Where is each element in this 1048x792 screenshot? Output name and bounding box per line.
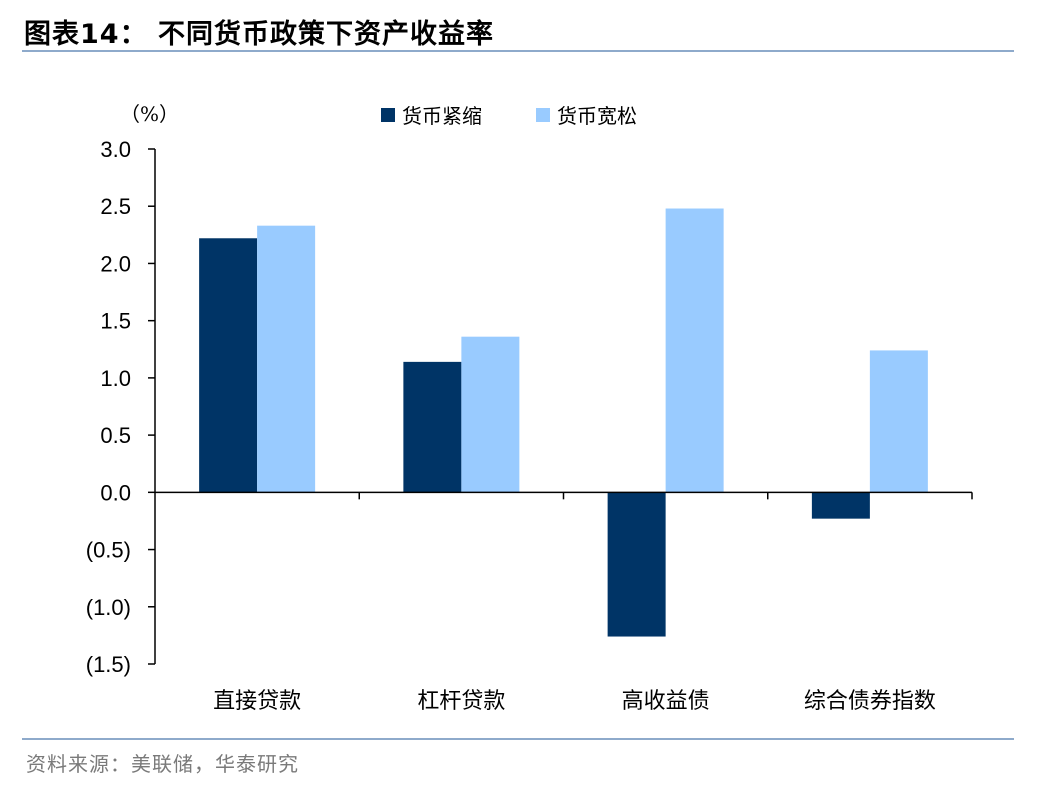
bar-tightening-2: [607, 492, 666, 637]
bar-tightening-3: [811, 492, 870, 519]
y-tick-label: 0.5: [100, 423, 131, 448]
y-tick-label: 1.0: [100, 366, 131, 391]
bars: [199, 208, 928, 637]
y-tick-label: 0.0: [100, 480, 131, 505]
y-tick-label: 3.0: [100, 137, 131, 162]
x-axis: 直接贷款 杠杆贷款 高收益债 综合债券指数: [155, 491, 973, 714]
y-axis: 3.0 2.5 2.0 1.5 1.0 0.5 0.0 (0.5) (1.0) (1.5): [86, 137, 156, 677]
y-tick-label: (0.5): [86, 538, 131, 563]
legend: 货币紧缩 货币宽松: [381, 104, 637, 128]
y-tick-label: 2.5: [100, 194, 131, 219]
y-tick-label: 2.0: [100, 251, 131, 276]
legend-swatch-tightening: [381, 108, 395, 122]
category-label: 杠杆贷款: [417, 689, 505, 714]
bar-easing-3: [869, 350, 928, 493]
footer-divider: [22, 738, 1014, 740]
y-tick-label: (1.5): [86, 652, 131, 677]
figure-title: 图表14： 不同货币政策下资产收益率: [24, 19, 494, 50]
y-axis-unit-label: （%）: [120, 102, 179, 126]
y-tick-label: 1.5: [100, 309, 131, 334]
category-label: 综合债券指数: [804, 689, 936, 714]
category-label: 直接贷款: [213, 689, 301, 714]
bar-easing-1: [461, 336, 520, 493]
category-label: 高收益债: [622, 689, 710, 714]
legend-swatch-easing: [536, 108, 550, 122]
bar-easing-0: [257, 225, 316, 493]
bar-tightening-0: [199, 238, 258, 493]
title-divider: [22, 50, 1014, 52]
source-note: 资料来源：美联储，华泰研究: [26, 752, 299, 776]
bar-easing-2: [665, 208, 724, 493]
y-tick-label: (1.0): [86, 595, 131, 620]
legend-label-tightening: 货币紧缩: [402, 104, 482, 128]
legend-label-easing: 货币宽松: [557, 104, 637, 128]
bar-tightening-1: [403, 361, 462, 493]
